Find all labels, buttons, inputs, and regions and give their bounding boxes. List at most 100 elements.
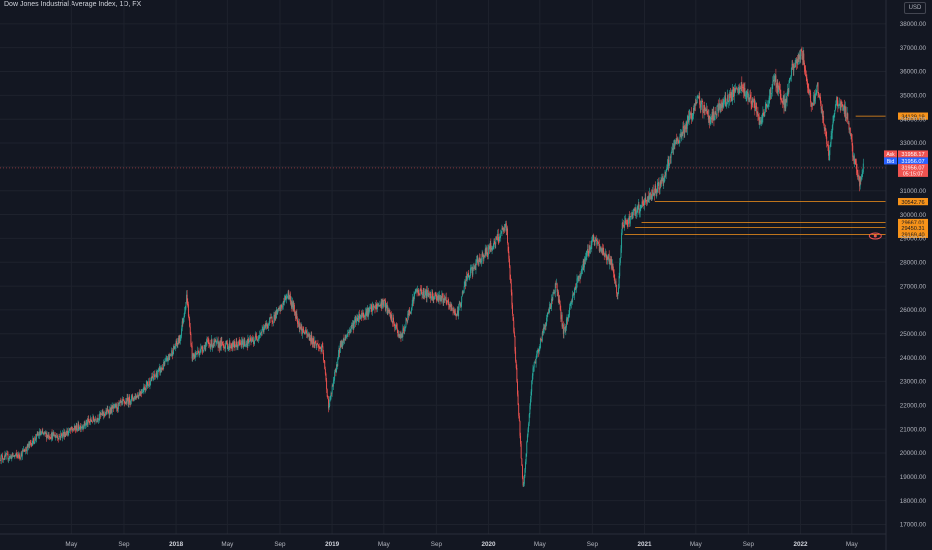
candle-body bbox=[536, 351, 538, 354]
candle-body bbox=[466, 275, 468, 278]
candle-body bbox=[387, 309, 389, 314]
candle-body bbox=[536, 353, 538, 359]
candle-body bbox=[517, 381, 518, 395]
candle-body bbox=[645, 197, 647, 201]
candle-body bbox=[116, 404, 118, 409]
candle-body bbox=[738, 88, 740, 93]
candle-body bbox=[222, 341, 223, 345]
candle-body bbox=[352, 322, 354, 329]
candle-body bbox=[330, 393, 332, 399]
candle-body bbox=[379, 304, 381, 307]
candle-body bbox=[797, 59, 799, 65]
candle-body bbox=[257, 339, 259, 341]
candle-body bbox=[297, 323, 299, 325]
candle-body bbox=[704, 105, 706, 111]
candle-body bbox=[169, 355, 171, 356]
candle-body bbox=[121, 401, 123, 402]
candle-body bbox=[649, 193, 651, 195]
currency-selector[interactable]: USD bbox=[904, 2, 926, 14]
candle-body bbox=[362, 312, 364, 316]
candle-body bbox=[860, 177, 862, 180]
candle-body bbox=[302, 328, 304, 330]
candle-body bbox=[684, 126, 686, 133]
candle-body bbox=[743, 88, 745, 94]
candle-body bbox=[753, 101, 755, 103]
candle-body bbox=[561, 314, 563, 327]
candle-body bbox=[371, 308, 373, 312]
candle-body bbox=[269, 317, 271, 324]
candle-body bbox=[460, 303, 461, 307]
candle-body bbox=[533, 362, 535, 368]
candle-body bbox=[690, 113, 692, 115]
candle-body bbox=[43, 432, 45, 434]
candle-body bbox=[447, 300, 449, 303]
candle-body bbox=[489, 242, 491, 249]
candle-body bbox=[266, 323, 267, 327]
candle-body bbox=[469, 276, 471, 277]
candle-body bbox=[437, 295, 438, 301]
candle-body bbox=[532, 368, 534, 376]
candle-body bbox=[660, 181, 662, 186]
candle-body bbox=[681, 132, 683, 136]
candle-body bbox=[790, 67, 792, 77]
candle-body bbox=[385, 300, 386, 311]
candle-body bbox=[650, 193, 652, 200]
candle-body bbox=[783, 95, 785, 108]
candle-body bbox=[223, 345, 225, 348]
candle-body bbox=[597, 241, 599, 243]
candle-body bbox=[458, 303, 460, 307]
candle-body bbox=[64, 433, 66, 437]
candle-body bbox=[444, 297, 446, 301]
candle-body bbox=[553, 292, 555, 294]
candle-body bbox=[530, 391, 532, 399]
candle-body bbox=[111, 406, 113, 413]
candle-body bbox=[401, 333, 403, 339]
candle-body bbox=[284, 298, 285, 303]
candle-body bbox=[762, 112, 764, 118]
candle-body bbox=[370, 307, 372, 309]
candle-body bbox=[627, 219, 629, 225]
y-tick-label: 25000.00 bbox=[900, 331, 927, 338]
candle-body bbox=[38, 434, 40, 436]
candle-body bbox=[839, 103, 841, 105]
candle-body bbox=[42, 432, 44, 434]
candle-body bbox=[194, 354, 196, 359]
candle-body bbox=[163, 362, 165, 370]
candle-body bbox=[731, 92, 733, 101]
candle-body bbox=[47, 434, 49, 437]
candle-body bbox=[214, 340, 216, 343]
candle-body bbox=[20, 457, 21, 459]
candle-body bbox=[441, 293, 443, 300]
candle-body bbox=[516, 367, 518, 382]
candle-body bbox=[41, 431, 43, 433]
candle-body bbox=[831, 133, 833, 137]
candle-body bbox=[163, 362, 165, 365]
candle-body bbox=[635, 209, 637, 214]
candle-body bbox=[508, 258, 510, 267]
candle-body bbox=[192, 353, 194, 357]
candle-body bbox=[23, 449, 24, 451]
candle-body bbox=[608, 254, 610, 265]
candle-body bbox=[93, 419, 95, 422]
candle-body bbox=[376, 304, 378, 310]
candle-body bbox=[615, 281, 617, 286]
candle-body bbox=[631, 213, 633, 217]
candle-body bbox=[335, 369, 337, 373]
candle-body bbox=[613, 273, 615, 278]
candle-body bbox=[784, 99, 786, 108]
candle-body bbox=[535, 358, 537, 364]
candle-body bbox=[110, 406, 112, 414]
candle-body bbox=[823, 115, 825, 124]
candle-body bbox=[730, 92, 732, 97]
candle-body bbox=[468, 276, 470, 278]
candle-body bbox=[322, 346, 324, 353]
candle-body bbox=[670, 156, 671, 158]
candle-body bbox=[655, 185, 657, 194]
candle-body bbox=[181, 328, 183, 336]
candle-body bbox=[714, 117, 715, 121]
candle-body bbox=[85, 422, 87, 425]
candle-body bbox=[654, 185, 656, 196]
